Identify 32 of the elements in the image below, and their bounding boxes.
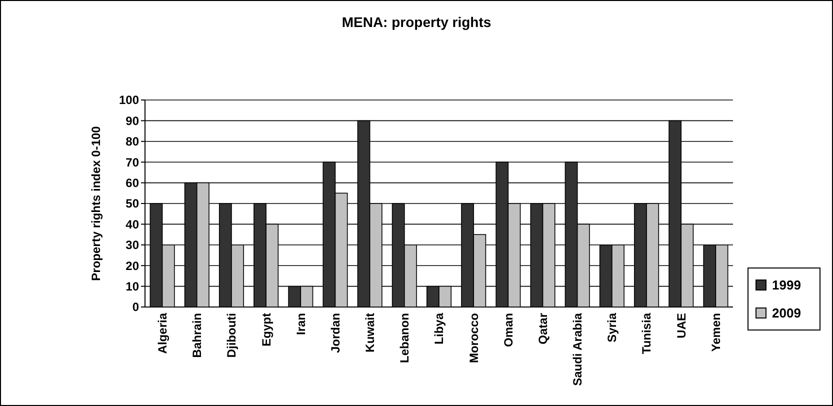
x-tick-label: Yemen [708,313,723,352]
x-tick-label: Qatar [536,312,550,344]
x-tick-label: Morocco [466,313,481,364]
legend-label: 1999 [772,278,801,293]
x-tick-label: Jordan [328,313,342,354]
y-tick-label: 10 [126,280,140,294]
y-tick-label: 30 [126,238,140,252]
x-tick-label: UAE [674,313,688,338]
y-tick-label: 50 [126,196,140,211]
y-tick-label: 70 [126,155,140,170]
legend-label: 2009 [772,306,801,321]
y-axis-title: Property rights index 0-100 [89,126,103,281]
x-tick-label: Kuwait [363,313,378,352]
x-tick-label: Algeria [155,312,170,354]
x-tick-label: Tunisia [640,312,654,354]
x-tick-label: Bahrain [190,313,204,358]
y-tick-label: 100 [118,93,140,108]
chart-title: MENA: property rights [342,14,492,30]
x-tick-label: Djibouti [224,313,239,358]
x-tick-label: Oman [501,313,516,348]
y-tick-label: 80 [126,134,140,149]
x-tick-label: Libya [432,312,446,344]
x-tick-label: Saudi Arabia [570,312,585,386]
y-tick-label: 0 [132,300,140,314]
x-tick-label: Lebanon [398,313,412,363]
y-tick-label: 40 [126,217,140,232]
y-tick-label: 90 [126,114,140,128]
x-tick-label: Syria [605,312,620,342]
y-tick-label: 20 [126,258,140,273]
x-tick-label: Iran [294,313,308,336]
y-tick-label: 60 [126,176,140,190]
x-tick-label: Egypt [259,313,274,346]
